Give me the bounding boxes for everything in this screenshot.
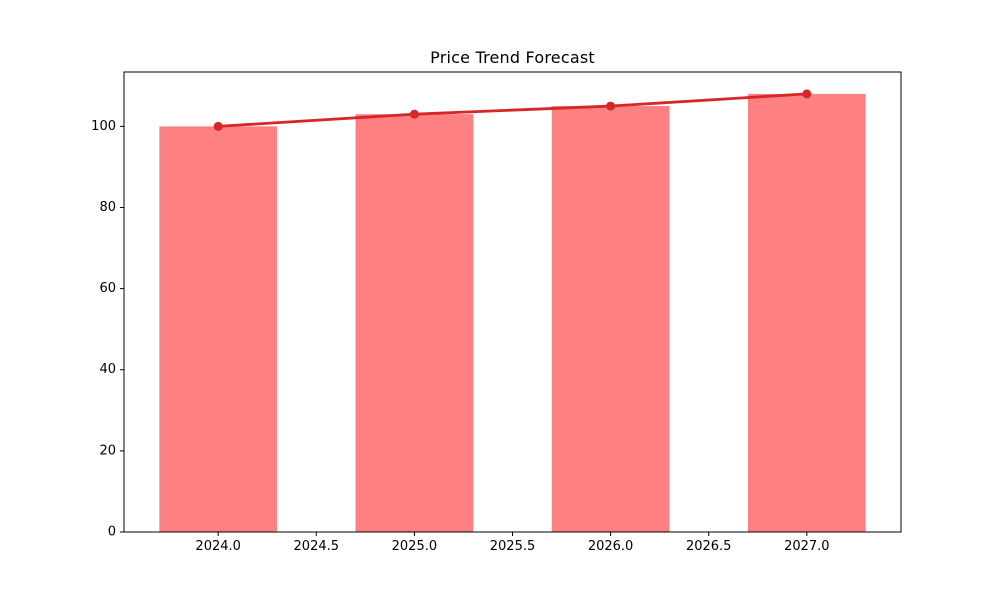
y-tick-label: 60 [99, 281, 116, 296]
x-tick-label: 2026.0 [588, 539, 634, 554]
x-tick-label: 2026.5 [686, 539, 732, 554]
trend-marker-2024 [213, 121, 223, 131]
trend-marker-2025 [409, 109, 419, 119]
y-tick-label: 20 [99, 443, 116, 458]
x-tick-label: 2024.5 [294, 539, 340, 554]
x-tick-label: 2027.0 [784, 539, 830, 554]
chart-title: Price Trend Forecast [430, 48, 595, 67]
y-tick-label: 100 [91, 119, 116, 134]
axes-frame [123, 71, 902, 533]
bar-2025 [355, 114, 474, 532]
x-tick-label: 2025.5 [490, 539, 536, 554]
x-tick-label: 2025.0 [392, 539, 438, 554]
y-tick-label: 0 [108, 525, 116, 540]
trend-line [216, 92, 809, 128]
x-tick-label: 2024.0 [195, 539, 241, 554]
bar-2027 [747, 93, 866, 533]
bar-2026 [551, 106, 670, 533]
y-tick-label: 80 [99, 200, 116, 215]
bar-2024 [159, 126, 278, 532]
y-tick-label: 40 [99, 362, 116, 377]
trend-marker-2027 [802, 89, 812, 99]
trend-marker-2026 [606, 101, 616, 111]
